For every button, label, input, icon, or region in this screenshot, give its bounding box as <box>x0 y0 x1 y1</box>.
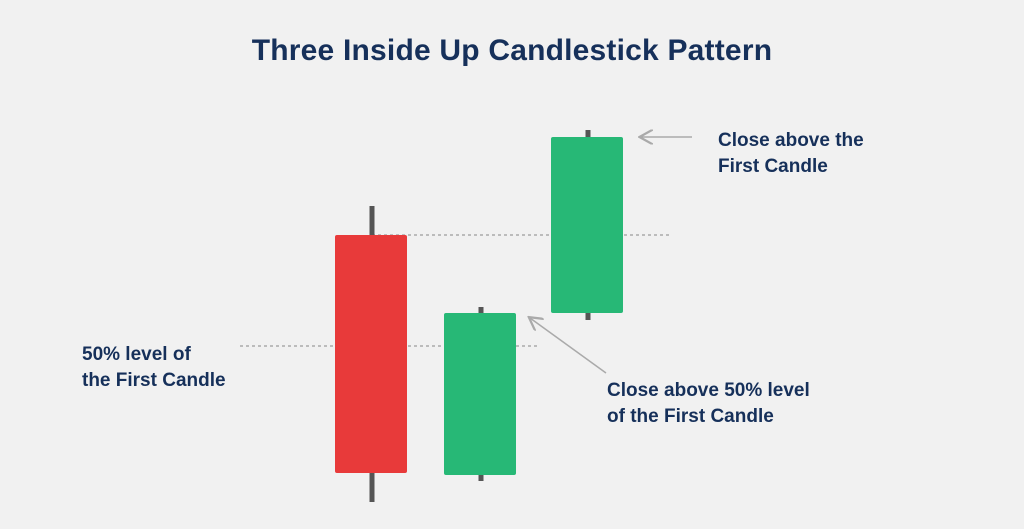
arrow-close-above-fifty <box>530 318 607 374</box>
close-above-fifty-label: Close above 50% level of the First Candl… <box>607 378 810 430</box>
close-above-fifty-label-line1: Close above 50% level <box>607 380 810 401</box>
close-above-first-label-line1: Close above the <box>718 130 864 151</box>
first-candle-body <box>335 235 407 473</box>
close-above-first-label-line2: First Candle <box>718 156 828 177</box>
fifty-percent-label-line2: the First Candle <box>82 370 226 391</box>
fifty-percent-label: 50% level of the First Candle <box>82 342 226 394</box>
close-above-first-label: Close above the First Candle <box>718 128 864 180</box>
third-candle-body <box>551 137 623 313</box>
fifty-percent-label-line1: 50% level of <box>82 344 191 365</box>
second-candle-body <box>444 313 516 475</box>
diagram-title: Three Inside Up Candlestick Pattern <box>251 34 773 67</box>
close-above-fifty-label-line2: of the First Candle <box>607 406 774 427</box>
